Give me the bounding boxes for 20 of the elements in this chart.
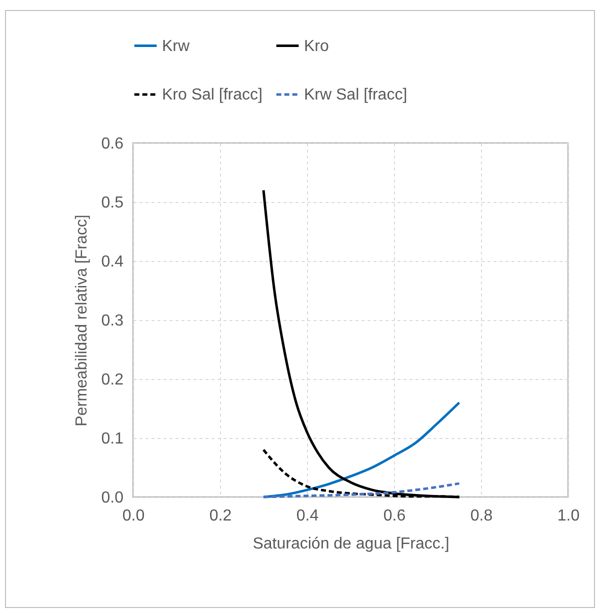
x-axis-title: Saturación de agua [Fracc.] (252, 536, 450, 552)
y-tick-label: 0.2 (101, 372, 124, 388)
x-tick-label: 0.2 (209, 508, 232, 524)
x-tick-label: 1.0 (557, 508, 580, 524)
y-tick-label: 0.0 (101, 490, 124, 506)
legend-label: Kro Sal [fracc] (162, 86, 262, 104)
legend-label: Krw Sal [fracc] (304, 86, 408, 104)
y-axis-title: Permeabilidad relativa [Fracc] (73, 214, 90, 426)
x-tick-label: 0.4 (296, 508, 319, 524)
y-tick-label: 0.3 (101, 312, 124, 330)
x-tick-label: 0.8 (470, 508, 493, 524)
y-tick-label: 0.5 (101, 194, 124, 212)
line-series (262, 482, 460, 498)
x-tick-label: 0.6 (383, 508, 406, 524)
y-tick-label: 0.1 (101, 430, 124, 448)
y-tick-label: 0.6 (101, 136, 124, 152)
y-tick-label: 0.4 (101, 254, 124, 270)
x-tick-label: 0.0 (122, 508, 145, 524)
legend-label: Krw (162, 38, 190, 55)
legend-label: Kro (304, 38, 329, 55)
